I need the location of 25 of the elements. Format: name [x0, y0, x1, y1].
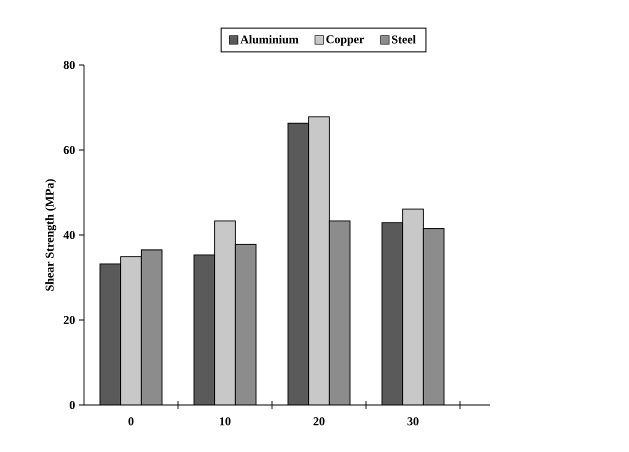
bar [194, 254, 215, 405]
legend-label: Steel [392, 35, 416, 44]
bar [100, 264, 121, 405]
bar [120, 256, 142, 405]
x-tick-label: 0 [128, 417, 134, 426]
y-tick-label: 0 [70, 400, 75, 410]
bar [308, 116, 330, 405]
legend-label: Copper [326, 35, 364, 46]
y-tick-label: 20 [64, 316, 75, 324]
bar [422, 228, 444, 405]
x-tick-label: 10 [220, 417, 231, 426]
x-tick-label: 30 [407, 417, 419, 426]
bar [235, 244, 256, 405]
bar [382, 222, 404, 405]
y-tick-label: 60 [64, 146, 75, 154]
bar [288, 123, 309, 405]
bar [329, 220, 350, 405]
legend-label: Aluminium [240, 35, 298, 44]
x-tick-label: 20 [314, 417, 325, 426]
y-axis-title: Shear Strength (MPa) [45, 179, 56, 291]
y-tick-label: 80 [64, 60, 75, 70]
bar [141, 250, 162, 405]
bar [214, 220, 236, 405]
y-tick-label: 40 [63, 230, 75, 240]
bar [402, 208, 424, 405]
